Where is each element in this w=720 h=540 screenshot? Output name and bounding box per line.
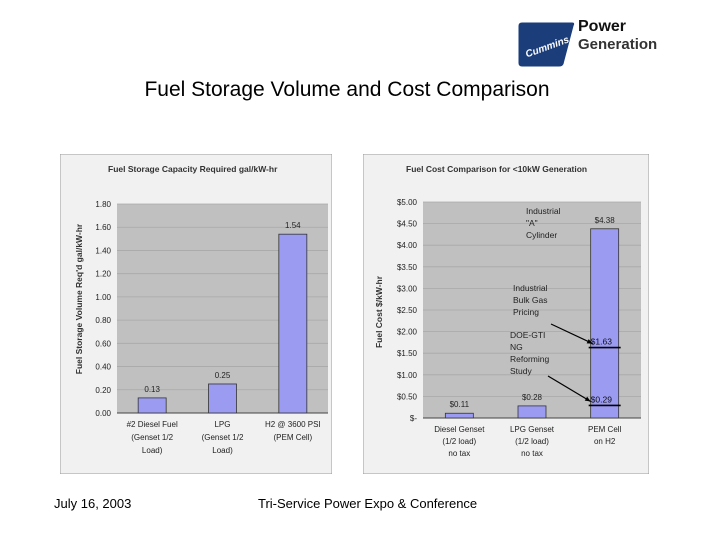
chart2-title: Fuel Cost Comparison for <10kW Generatio… xyxy=(406,164,587,174)
chart2-ytick-label: $5.00 xyxy=(397,198,418,207)
chart1-data-label: 0.25 xyxy=(215,371,231,380)
chart2-category-label: (1/2 load) xyxy=(442,437,476,446)
fuel-storage-chart: Fuel Storage Capacity Required gal/kW-hr… xyxy=(60,154,332,474)
chart2-data-label: $0.28 xyxy=(522,393,543,402)
chart1-data-label: 0.13 xyxy=(144,385,160,394)
chart2-ytick-label: $3.00 xyxy=(397,284,418,293)
chart1-bar xyxy=(208,383,237,414)
chart1-category-label: LPG xyxy=(214,420,230,429)
chart1-data-label: 1.54 xyxy=(285,221,301,230)
chart1-category-label: (Genset 1/2 xyxy=(202,433,244,442)
chart1-ytick-label: 0.80 xyxy=(95,316,111,325)
chart2-category-label: LPG Genset xyxy=(510,425,555,434)
chart2-annotation-text: "A" xyxy=(526,218,538,228)
chart2-ytick-label: $3.50 xyxy=(397,263,418,272)
chart1-title: Fuel Storage Capacity Required gal/kW-hr xyxy=(108,164,278,174)
chart2-ytick-label: $4.50 xyxy=(397,220,418,229)
chart2-annotation-text: Cylinder xyxy=(526,230,557,240)
logo-emblem-icon xyxy=(517,21,576,68)
chart1-ytick-label: 1.20 xyxy=(95,270,111,279)
chart2-reference-label: $0.29 xyxy=(591,394,613,404)
chart2-annotation-text: Pricing xyxy=(513,307,539,317)
chart2-ytick-label: $1.00 xyxy=(397,371,418,380)
chart2-bar xyxy=(517,405,547,419)
chart2-annotation-arrow xyxy=(547,375,591,402)
chart2-data-label: $4.38 xyxy=(595,216,616,225)
chart2-ytick-label: $1.50 xyxy=(397,349,418,358)
chart2-ytick-label: $- xyxy=(410,414,417,423)
chart1-ytick-label: 0.60 xyxy=(95,339,111,348)
chart1-ytick-label: 1.80 xyxy=(95,200,111,209)
chart2-category-label: no tax xyxy=(521,449,543,458)
chart2-annotation-text: Reforming xyxy=(510,354,549,364)
chart1-bar xyxy=(137,397,167,414)
chart1-ytick-label: 0.20 xyxy=(95,386,111,395)
chart2-bar xyxy=(444,412,474,419)
chart2-annotation-text: Bulk Gas xyxy=(513,295,548,305)
chart2-annotation-text: DOE-GTI xyxy=(510,330,545,340)
footer-date: July 16, 2003 xyxy=(54,496,132,511)
chart2-ytick-label: $4.00 xyxy=(397,241,418,250)
chart2-bar xyxy=(590,228,620,419)
chart2-reference-label: $1.63 xyxy=(591,337,613,347)
chart2-category-label: no tax xyxy=(448,449,470,458)
chart1-ylabel: Fuel Storage Volume Req'd gal/kW-hr xyxy=(74,223,84,374)
slide-title: Fuel Storage Volume and Cost Comparison xyxy=(144,78,550,101)
chart2-category-label: Diesel Genset xyxy=(434,425,485,434)
chart2-ytick-label: $0.50 xyxy=(397,392,418,401)
chart2-annotation-arrow xyxy=(550,323,593,345)
chart1-category-label: Load) xyxy=(212,446,233,455)
chart2-category-label: on H2 xyxy=(594,437,616,446)
chart1-category-label: Load) xyxy=(142,446,163,455)
chart1-bar xyxy=(278,233,308,414)
chart1-ytick-label: 1.60 xyxy=(95,223,111,232)
chart2-category-label: PEM Cell xyxy=(588,425,622,434)
chart2-arrowhead xyxy=(586,339,593,344)
chart1-ytick-label: 1.40 xyxy=(95,246,111,255)
chart2-ylabel: Fuel Cost $/kW-hr xyxy=(374,275,384,348)
logo-line-power: Power xyxy=(578,18,627,35)
chart1-category-label: (PEM Cell) xyxy=(273,433,312,442)
chart2-arrowhead xyxy=(584,396,591,402)
chart2-annotation-text: Industrial xyxy=(526,206,561,216)
chart1-ytick-label: 1.00 xyxy=(95,293,111,302)
chart2-ytick-label: $2.00 xyxy=(397,328,418,337)
chart1-category-label: (Genset 1/2 xyxy=(131,433,173,442)
chart1-category-label: H2 @ 3600 PSI xyxy=(265,420,321,429)
chart2-ytick-label: $2.50 xyxy=(397,306,418,315)
chart2-annotation-text: NG xyxy=(510,342,523,352)
chart2-annotation-text: Industrial xyxy=(513,283,548,293)
cummins-logo: Cummins xyxy=(517,21,576,68)
chart1-ytick-label: 0.00 xyxy=(95,409,111,418)
chart2-annotation-text: Study xyxy=(510,366,532,376)
chart1-category-label: #2 Diesel Fuel xyxy=(127,420,178,429)
footer-event: Tri-Service Power Expo & Conference xyxy=(258,496,478,511)
chart2-data-label: $0.11 xyxy=(450,400,470,409)
chart1-ytick-label: 0.40 xyxy=(95,363,111,372)
fuel-cost-chart: Fuel Cost Comparison for <10kW Generatio… xyxy=(363,154,649,474)
chart2-category-label: (1/2 load) xyxy=(515,437,549,446)
logo-line-generation: Generation xyxy=(578,36,658,53)
